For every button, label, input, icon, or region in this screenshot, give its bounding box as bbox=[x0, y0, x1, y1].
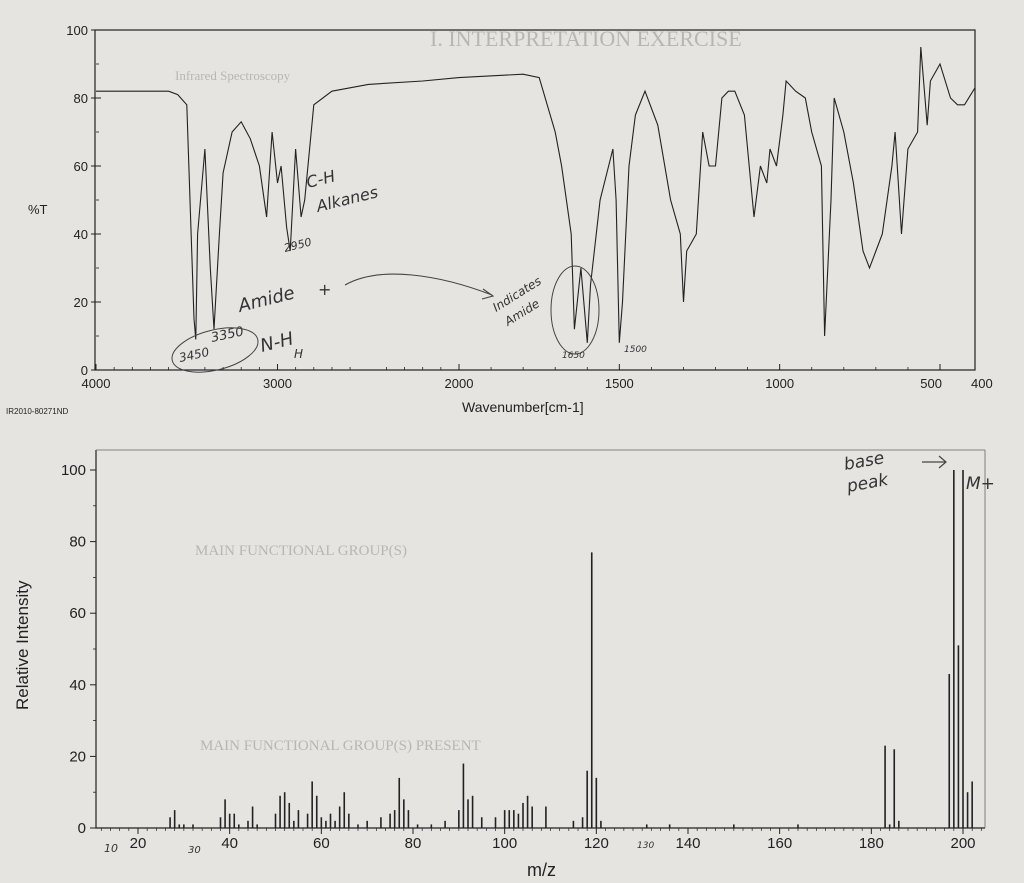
ms-x-tick-label: 160 bbox=[767, 835, 792, 852]
note-amide: Amide bbox=[235, 283, 297, 317]
bg-functional-groups: MAIN FUNCTIONAL GROUP(S) bbox=[195, 543, 407, 559]
note-ms-130: 130 bbox=[637, 841, 654, 851]
ir-x-tick-label: 1000 bbox=[765, 376, 794, 391]
ir-x-tick-label: 4000 bbox=[82, 376, 111, 391]
ms-y-tick-label: 60 bbox=[69, 605, 86, 622]
note-nh-h: H bbox=[294, 347, 303, 361]
ir-y-tick-label: 40 bbox=[74, 227, 88, 242]
ir-spectrum-code: IR2010-80271ND bbox=[6, 407, 68, 416]
note-2950: 2950 bbox=[283, 236, 313, 255]
ir-x-tick-label: 500 bbox=[920, 376, 942, 391]
ir-spectrum-line bbox=[96, 46, 976, 343]
ms-x-ticks: 20 40 60 80 100 120 140 160 180 200 bbox=[100, 828, 982, 852]
ir-y-tick-label: 80 bbox=[74, 91, 88, 106]
ms-annotations: base peak M+ 10 30 130 bbox=[104, 448, 995, 856]
ir-plot-frame bbox=[94, 29, 976, 371]
ir-x-tick-label: 400 bbox=[971, 376, 993, 391]
ir-y-ticks: 0 20 40 60 80 100 bbox=[66, 23, 101, 378]
note-3450: 3450 bbox=[178, 345, 211, 365]
ir-annotations: C-H Alkanes 2950 Amide + N-H H 3350 3450… bbox=[171, 166, 647, 373]
note-arrow bbox=[344, 273, 493, 296]
note-ms-10: 10 bbox=[104, 842, 118, 855]
note-plus: + bbox=[318, 280, 331, 299]
ms-y-axis-label: Relative Intensity bbox=[13, 580, 32, 710]
ir-y-tick-label: 100 bbox=[66, 23, 88, 38]
ir-y-tick-label: 20 bbox=[74, 295, 88, 310]
ms-y-tick-label: 100 bbox=[61, 462, 86, 479]
ms-x-tick-label: 120 bbox=[584, 835, 609, 852]
note-mplus: M+ bbox=[966, 474, 995, 494]
ir-x-tick-label: 1500 bbox=[605, 376, 634, 391]
ms-bars bbox=[169, 470, 973, 828]
ir-x-ticks: 4000 3000 2000 1500 1000 500 400 bbox=[82, 364, 993, 391]
bg-subtitle: Infrared Spectroscopy bbox=[175, 68, 291, 83]
ms-y-tick-label: 80 bbox=[69, 534, 86, 551]
ir-y-axis-label: %T bbox=[28, 202, 48, 217]
ms-x-tick-label: 180 bbox=[859, 835, 884, 852]
note-arrowhead bbox=[481, 288, 495, 300]
note-circle-amide bbox=[550, 265, 600, 355]
ir-y-tick-label: 60 bbox=[74, 159, 88, 174]
ms-y-tick-label: 20 bbox=[69, 748, 86, 765]
note-circle-nh bbox=[171, 327, 259, 373]
bg-functional-groups-present: MAIN FUNCTIONAL GROUP(S) PRESENT bbox=[200, 738, 481, 754]
ms-x-tick-label: 200 bbox=[950, 835, 975, 852]
ms-y-tick-label: 0 bbox=[78, 820, 86, 837]
ms-x-tick-label: 100 bbox=[492, 835, 517, 852]
note-ch: C-H bbox=[304, 166, 337, 191]
ms-y-tick-label: 40 bbox=[69, 677, 86, 694]
ms-x-tick-label: 80 bbox=[405, 835, 422, 852]
note-ms-30: 30 bbox=[188, 845, 201, 856]
ir-x-axis-label: Wavenumber[cm-1] bbox=[462, 399, 584, 415]
note-3350: 3350 bbox=[210, 324, 245, 346]
ms-y-ticks: 0 20 40 60 80 100 bbox=[61, 462, 96, 837]
ir-x-tick-label: 2000 bbox=[445, 376, 474, 391]
ms-x-tick-label: 40 bbox=[221, 835, 238, 852]
note-1500: 1500 bbox=[624, 345, 647, 355]
ms-x-tick-label: 60 bbox=[313, 835, 330, 852]
ms-plot-frame bbox=[95, 450, 985, 829]
note-1650: 1650 bbox=[562, 351, 585, 361]
ir-y-tick-label: 0 bbox=[81, 363, 88, 378]
note-base-arrow bbox=[922, 455, 947, 469]
ms-x-axis-label: m/z bbox=[527, 860, 556, 880]
ms-x-tick-label: 20 bbox=[130, 835, 147, 852]
ir-x-tick-label: 3000 bbox=[263, 376, 292, 391]
note-nh: N-H bbox=[258, 328, 296, 357]
ms-x-tick-label: 140 bbox=[675, 835, 700, 852]
